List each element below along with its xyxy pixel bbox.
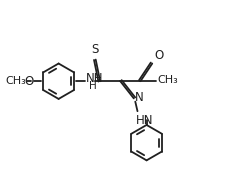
Text: O: O	[153, 49, 162, 62]
Text: HN: HN	[136, 114, 153, 127]
Text: NH: NH	[85, 73, 102, 85]
Text: S: S	[90, 43, 98, 56]
Text: CH₃: CH₃	[5, 76, 26, 86]
Text: CH₃: CH₃	[157, 75, 178, 85]
Text: N: N	[135, 91, 143, 104]
Text: H: H	[88, 81, 96, 91]
Text: O: O	[24, 75, 34, 88]
